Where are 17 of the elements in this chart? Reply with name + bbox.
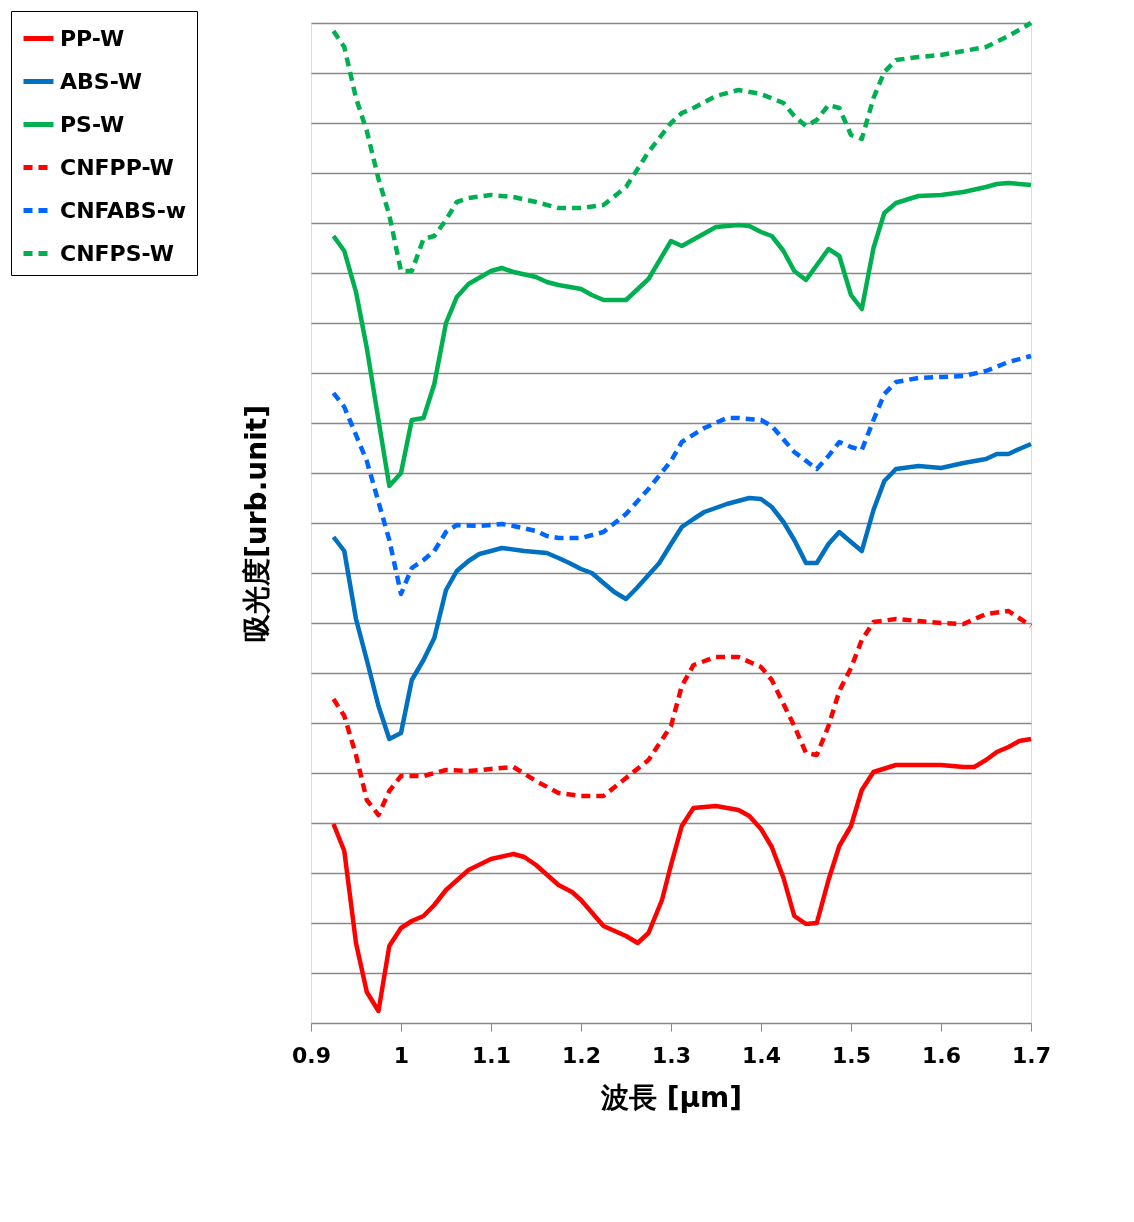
x-tick-label: 1.3 <box>652 1042 691 1068</box>
x-tick-label: 1.4 <box>742 1042 781 1068</box>
x-tick-label: 1.5 <box>832 1042 871 1068</box>
legend-label: CNFPS-W <box>60 240 174 266</box>
legend-label: ABS-W <box>60 68 143 94</box>
x-tick-label: 1.2 <box>562 1042 601 1068</box>
x-tick-label: 0.9 <box>292 1042 331 1068</box>
x-tick-label: 1 <box>393 1042 410 1068</box>
x-tick-label: 1.7 <box>1012 1042 1051 1068</box>
x-tick-label: 1.6 <box>922 1042 961 1068</box>
legend-label: CNFPP-W <box>60 154 174 180</box>
legend-label: PP-W <box>60 25 125 51</box>
x-tick-label: 1.1 <box>472 1042 511 1068</box>
legend-label: CNFABS-w <box>60 197 187 223</box>
y-axis-title: 吸光度[urb.unit] <box>239 405 273 642</box>
legend-label: PS-W <box>60 111 125 137</box>
x-axis-title: 波長 [μm] <box>599 1080 743 1114</box>
